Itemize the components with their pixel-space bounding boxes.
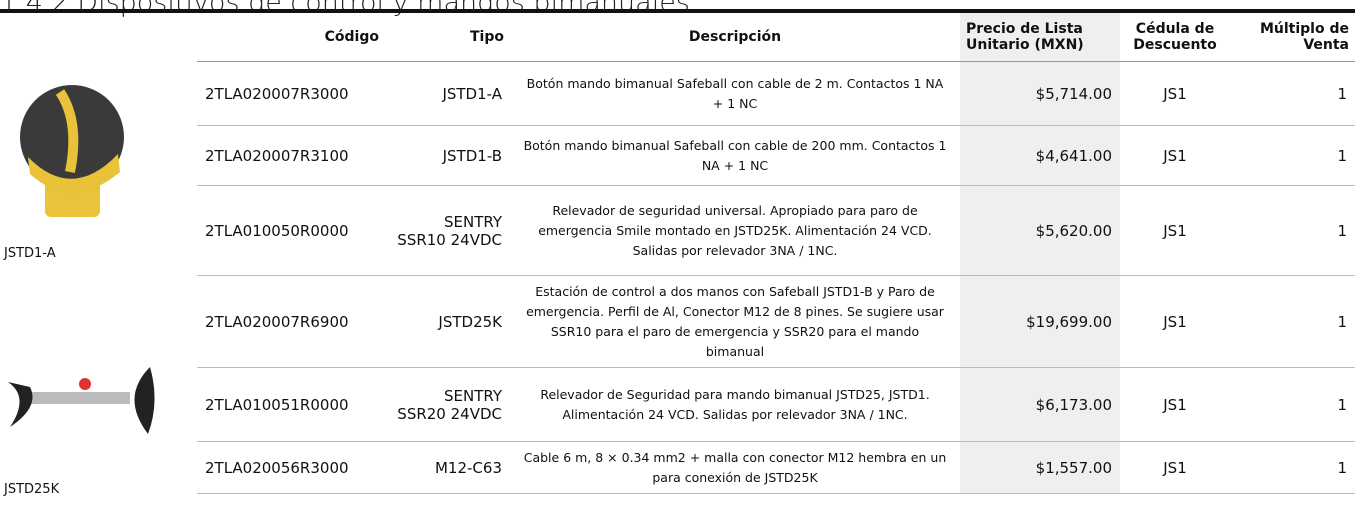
cell: SENTRY SSR10 24VDC [385,185,510,276]
cell: JSTD25K [385,275,510,368]
cell: Botón mando bimanual Safeball con cable … [510,61,960,126]
cell: JS1 [1120,185,1230,276]
cell: 1 [1230,441,1355,494]
image-label: JSTD1-A [4,246,56,261]
cell: 2TLA010050R0000 [197,185,385,276]
cell: 1 [1230,61,1355,126]
cell: M12-C63 [385,441,510,494]
column-header: Tipo [385,13,510,62]
cell: 1 [1230,275,1355,368]
product-images [8,85,155,434]
cell: $4,641.00 [960,125,1120,186]
cell: JSTD1-A [385,61,510,126]
cell: JS1 [1120,125,1230,186]
table-row: 2TLA010050R0000 SENTRY SSR10 24VDC Relevad… [197,185,1355,276]
column-header: Descripción [510,13,960,62]
column-header: Precio de Lista Unitario (MXN) [960,13,1120,62]
cell: SENTRY SSR20 24VDC [385,367,510,442]
image-column: JSTD1-A JSTD25K [0,62,197,525]
cell: 1 [1230,125,1355,186]
table-body: 2TLA020007R3000 JSTD1-A Botón mando bimanu… [197,61,1355,494]
cell: 1 [1230,185,1355,276]
table-row: 2TLA020007R3000 JSTD1-A Botón mando bimanu… [197,61,1355,126]
table-row: 2TLA010051R0000 SENTRY SSR20 24VDC Relevad… [197,367,1355,442]
cell: 2TLA020056R3000 [197,441,385,494]
cell: $1,557.00 [960,441,1120,494]
cell: Cable 6 m, 8 × 0.34 mm2 + malla con cone… [510,441,960,494]
cell: 2TLA020007R3100 [197,125,385,186]
column-header: Múltiplo de Venta [1230,13,1355,62]
cell: 2TLA010051R0000 [197,367,385,442]
cell: Relevador de seguridad universal. Apropi… [510,185,960,276]
cell: 1 [1230,367,1355,442]
cell: $5,620.00 [960,185,1120,276]
cell: JS1 [1120,275,1230,368]
cell: JS1 [1120,441,1230,494]
table-row: 2TLA020056R3000 M12-C63 Cable 6 m, 8 × 0.3… [197,441,1355,494]
cell: Relevador de Seguridad para mando bimanu… [510,367,960,442]
cell: Estación de control a dos manos con Safe… [510,275,960,368]
column-header: Código [197,13,385,62]
header-row: Código Tipo Descripción Precio de Lista Uni… [197,13,1355,62]
cell: JS1 [1120,61,1230,126]
rule [0,9,1355,13]
cell: Botón mando bimanual Safeball con cable … [510,125,960,186]
cell: JS1 [1120,367,1230,442]
cell: $19,699.00 [960,275,1120,368]
cell: $5,714.00 [960,61,1120,126]
table-row: 2TLA020007R6900 JSTD25K Estación de contro… [197,275,1355,368]
cell: 2TLA020007R3000 [197,61,385,126]
cell: 2TLA020007R6900 [197,275,385,368]
image-label: JSTD25K [4,482,60,497]
column-header: Cédula de Descuento [1120,13,1230,62]
price-table: Código Tipo Descripción Precio de Lista Uni… [197,13,1355,494]
cell: JSTD1-B [385,125,510,186]
table-row: 2TLA020007R3100 JSTD1-B Botón mando bimanu… [197,125,1355,186]
cell: $6,173.00 [960,367,1120,442]
